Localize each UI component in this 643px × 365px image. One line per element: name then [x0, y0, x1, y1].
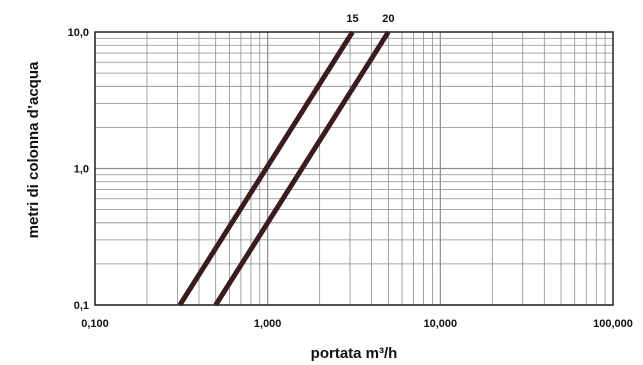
x-tick-label: 100,000 — [593, 318, 633, 330]
x-tick-label: 10,000 — [424, 318, 458, 330]
series-lines — [177, 30, 391, 307]
x-axis-label: portata m³/h — [311, 345, 398, 362]
series-labels: 15 20 — [346, 13, 394, 25]
grid-lines — [94, 32, 613, 306]
x-tick-label: 1,000 — [254, 318, 282, 330]
y-tick-label: 0,1 — [74, 300, 89, 312]
tick-labels: 0,100 1,000 10,000 100,000 0,1 1,0 10,0 — [68, 27, 633, 330]
plot-frame — [94, 31, 614, 306]
x-tick-label: 0,100 — [81, 318, 109, 330]
series-label-20: 20 — [382, 13, 394, 25]
y-tick-label: 1,0 — [74, 164, 89, 176]
y-tick-label: 10,0 — [68, 27, 89, 39]
series-line-15 — [177, 30, 355, 307]
series-label-15: 15 — [346, 13, 358, 25]
series-line-20 — [213, 30, 391, 307]
y-axis-label: metri di colonna d’acqua — [25, 61, 42, 238]
